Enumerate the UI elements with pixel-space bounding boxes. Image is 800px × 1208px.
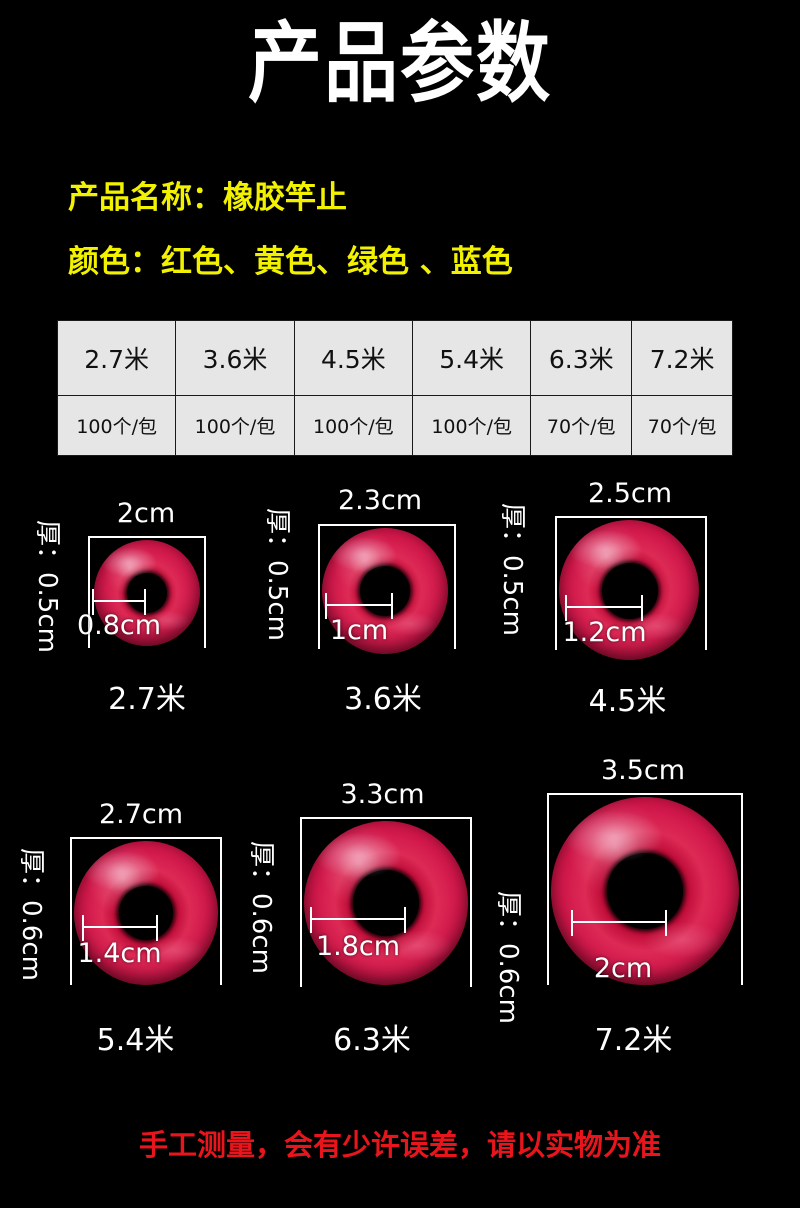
inner-diameter-bracket: [565, 595, 643, 621]
outer-dimension-label: 2.7cm: [98, 799, 184, 830]
outer-dimension-label: 2.3cm: [337, 485, 423, 516]
outer-dimension-label: 3.3cm: [340, 779, 425, 810]
outer-dimension-bracket: [300, 817, 472, 987]
product-row-1: 厚：0.5cm 2cm 0.8cm 2.7米 厚：0.5cm 2.3cm: [0, 478, 800, 763]
table-cell-size: 3.6米: [175, 320, 295, 396]
table-cell-pack: 100个/包: [293, 395, 413, 456]
inner-diameter-bracket: [82, 915, 158, 941]
inner-diameter-bracket: [310, 907, 406, 933]
inner-dimension-label: 2cm: [593, 953, 653, 984]
product-figure-5-4m: 厚：0.6cm 2.7cm 1.4cm 5.4米: [16, 763, 263, 1108]
table-cell-pack: 100个/包: [411, 395, 532, 456]
table-cell-pack: 100个/包: [56, 395, 177, 456]
outer-dimension-bracket: [318, 524, 456, 649]
ring-hole: [602, 563, 658, 619]
table-cell-size: 4.5米: [293, 320, 413, 396]
product-figure-7-2m: 厚：0.6cm 3.5cm 2cm 7.2米: [493, 755, 790, 1108]
product-figure-4-5m: 厚：0.5cm 2.5cm 1.2cm 4.5米: [497, 478, 770, 763]
thickness-label: 厚：0.6cm: [16, 848, 46, 981]
figure-size-label: 5.4米: [96, 1023, 175, 1058]
product-figure-6-3m: 厚：0.6cm 3.3cm 1.8cm 6.3米: [246, 763, 512, 1108]
table-cell-pack: 70个/包: [530, 395, 633, 456]
figure-size-label: 2.7米: [108, 682, 186, 717]
page-title: 产品参数: [248, 13, 552, 115]
table-cell-pack: 100个/包: [175, 395, 295, 456]
ring-hole: [607, 853, 683, 929]
outer-dimension-bracket: [555, 516, 707, 650]
product-figure-2-7m: 厚：0.5cm 2cm 0.8cm 2.7米: [32, 478, 262, 763]
table-cell-pack: 70个/包: [631, 395, 733, 456]
figure-size-label: 6.3米: [333, 1023, 411, 1058]
inner-dimension-label: 1.8cm: [315, 931, 401, 962]
outer-dimension-label: 2.5cm: [587, 478, 673, 509]
product-figure-grid: 厚：0.5cm 2cm 0.8cm 2.7米 厚：0.5cm 2.3cm: [0, 478, 800, 1108]
inner-dimension-label: 1.2cm: [562, 617, 647, 648]
inner-diameter-bracket: [325, 593, 393, 619]
figure-size-label: 3.6米: [344, 682, 422, 717]
outer-dimension-label: 2cm: [116, 498, 176, 529]
outer-dimension-label: 3.5cm: [600, 755, 686, 786]
table-row-packs: 100个/包 100个/包 100个/包 100个/包 70个/包 70个/包: [56, 395, 733, 456]
thickness-label: 厚：0.5cm: [497, 503, 527, 636]
thickness-label: 厚：0.6cm: [493, 891, 523, 1024]
table-cell-size: 2.7米: [56, 320, 177, 396]
inner-dimension-label: 0.8cm: [76, 610, 162, 641]
inner-dimension-label: 1.4cm: [77, 938, 162, 969]
product-figure-3-6m: 厚：0.5cm 2.3cm 1cm 3.6米: [262, 478, 505, 763]
spec-table: 2.7米 3.6米 4.5米 5.4米 6.3米 7.2米 100个/包 100…: [56, 320, 733, 456]
figure-size-label: 4.5米: [588, 684, 667, 719]
table-cell-size: 6.3米: [530, 320, 633, 396]
product-name-line: 产品名称：橡胶竿止: [68, 180, 347, 216]
inner-dimension-label: 1cm: [329, 615, 389, 646]
inner-diameter-bracket: [571, 910, 667, 936]
table-cell-size: 5.4米: [411, 320, 532, 396]
ring-hole: [127, 573, 167, 613]
inner-diameter-bracket: [92, 589, 146, 615]
measurement-disclaimer: 手工测量，会有少许误差，请以实物为准: [138, 1128, 661, 1162]
thickness-label: 厚：0.6cm: [246, 841, 276, 974]
table-row-sizes: 2.7米 3.6米 4.5米 5.4米 6.3米 7.2米: [56, 320, 733, 396]
product-color-line: 颜色：红色、黄色、绿色 、蓝色: [68, 244, 513, 280]
ring-hole: [360, 566, 410, 616]
outer-dimension-bracket: [547, 793, 743, 985]
product-row-2: 厚：0.6cm 2.7cm 1.4cm 5.4米 厚：0.6cm 3.3cm: [0, 755, 800, 1108]
thickness-label: 厚：0.5cm: [262, 508, 292, 641]
ring-hole: [353, 870, 419, 936]
table-cell-size: 7.2米: [631, 320, 733, 396]
figure-size-label: 7.2米: [594, 1023, 673, 1058]
outer-dimension-bracket: [70, 837, 222, 985]
outer-dimension-bracket: [88, 536, 206, 648]
ring-hole: [119, 886, 173, 940]
